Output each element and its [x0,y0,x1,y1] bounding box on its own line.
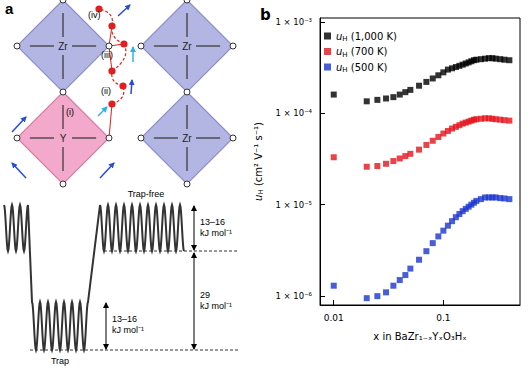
svg-text:(cm² V⁻¹ s⁻¹): (cm² V⁻¹ s⁻¹) [253,122,264,189]
svg-text:1 × 10⁻³: 1 × 10⁻³ [275,17,312,27]
html-text:uH: uH [336,61,348,74]
svg-text:(ii): (ii) [101,86,111,96]
svg-text:Zr: Zr [182,133,192,144]
svg-text:Zr: Zr [182,41,192,52]
svg-text:(1,000 K): (1,000 K) [348,31,397,42]
svg-text:(500 K): (500 K) [348,62,388,73]
svg-text:kJ mol⁻¹: kJ mol⁻¹ [200,228,232,238]
svg-text:u: u [252,194,264,201]
svg-text:0.1: 0.1 [436,313,450,323]
svg-text:(iii): (iii) [101,50,113,60]
svg-text:kJ mol⁻¹: kJ mol⁻¹ [112,325,144,335]
svg-text:x in BaZr₁₋ₓYₓO₃Hₓ: x in BaZr₁₋ₓYₓO₃Hₓ [373,331,466,342]
svg-text:29: 29 [200,290,210,300]
svg-text:(iv): (iv) [88,10,101,20]
svg-text:a: a [5,0,14,17]
svg-text:Zr: Zr [58,41,68,52]
svg-text:1 × 10⁻⁵: 1 × 10⁻⁵ [275,200,312,210]
svg-text:1 × 10⁻⁴: 1 × 10⁻⁴ [275,108,312,118]
svg-text:Trap-free: Trap-free [128,189,165,199]
svg-text:0.01: 0.01 [324,313,344,323]
svg-text:Trap: Trap [51,356,69,366]
html-text:uH: uH [336,30,348,43]
svg-text:b: b [260,6,271,24]
svg-text:Y: Y [60,133,67,144]
svg-text:(i): (i) [66,107,74,117]
svg-text:H: H [257,189,265,195]
svg-text:13–16: 13–16 [112,314,137,324]
svg-text:kJ mol⁻¹: kJ mol⁻¹ [200,301,232,311]
svg-text:13–16: 13–16 [200,217,225,227]
html-text:uH: uH [336,46,348,59]
svg-text:1 × 10⁻⁶: 1 × 10⁻⁶ [275,291,312,301]
svg-text:(700 K): (700 K) [348,46,388,57]
